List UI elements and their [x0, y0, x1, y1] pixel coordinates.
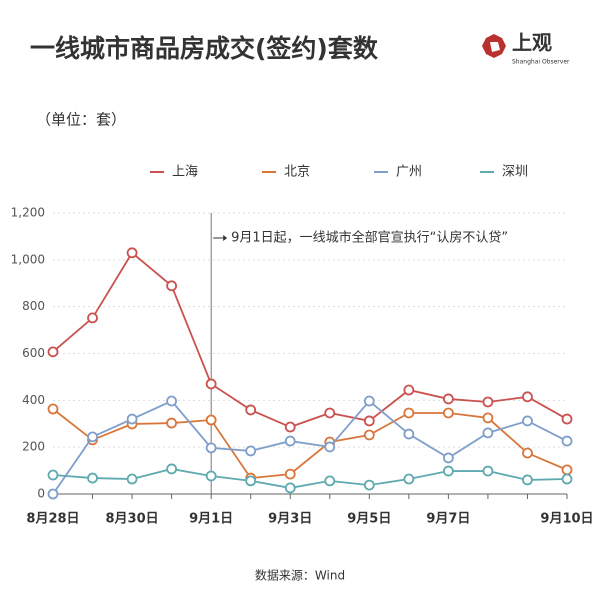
- point: [324, 475, 336, 487]
- chart-title: 一线城市商品房成交(签约)套数: [30, 34, 379, 63]
- x-tick-label: 8月30日: [106, 512, 159, 527]
- point: [166, 280, 178, 292]
- point: [324, 441, 336, 453]
- point: [442, 407, 454, 419]
- point: [482, 427, 494, 439]
- point: [166, 417, 178, 429]
- point: [442, 452, 454, 464]
- point: [482, 412, 494, 424]
- y-tick-label: 1,200: [11, 206, 45, 220]
- annotation: 9月1日起，一线城市全部官宣执行“认房不认贷”: [231, 230, 508, 246]
- y-tick-label: 0: [37, 487, 45, 501]
- point: [363, 429, 375, 441]
- point: [87, 472, 98, 484]
- y-tick-label: 1,000: [11, 252, 45, 266]
- point: [522, 474, 533, 486]
- point: [166, 395, 178, 407]
- series-line: [52, 399, 568, 495]
- point: [47, 469, 59, 481]
- point: [442, 393, 454, 405]
- point: [403, 384, 415, 396]
- point: [561, 435, 573, 447]
- y-tick-label: 200: [22, 440, 45, 454]
- point: [205, 378, 217, 390]
- point: [522, 415, 533, 427]
- x-tick-label: 8月28日: [26, 512, 79, 527]
- point: [47, 488, 59, 500]
- point: [442, 465, 454, 477]
- logo: 上观 Shanghai Observer: [482, 31, 570, 66]
- series-line: [52, 251, 568, 428]
- annotation-arrowhead: [223, 235, 228, 241]
- point: [561, 473, 573, 485]
- series-line: [52, 408, 568, 480]
- y-tick-label: 800: [22, 299, 45, 313]
- point: [363, 395, 375, 407]
- point: [87, 431, 98, 443]
- point: [482, 465, 494, 477]
- x-tick-label: 9月1日: [189, 512, 233, 527]
- point: [324, 407, 336, 419]
- point: [245, 445, 257, 457]
- point: [245, 404, 257, 416]
- point: [522, 391, 533, 403]
- unit-label: （单位：套）: [36, 111, 126, 129]
- point: [87, 312, 98, 324]
- legend-label: 上海: [172, 165, 198, 180]
- point: [284, 435, 296, 447]
- point: [205, 470, 217, 482]
- point: [363, 415, 375, 427]
- x-tick-label: 9月3日: [268, 512, 312, 527]
- point: [166, 463, 178, 475]
- logo-name: 上观: [512, 31, 552, 55]
- point: [205, 442, 217, 454]
- x-tick-label: 9月5日: [347, 512, 391, 527]
- point: [284, 421, 296, 433]
- series-line: [52, 468, 568, 489]
- point: [403, 473, 415, 485]
- point: [205, 414, 217, 426]
- point: [245, 475, 257, 487]
- point: [126, 413, 138, 425]
- logo-icon-inner: [490, 42, 500, 52]
- point: [561, 413, 573, 425]
- legend-label: 深圳: [502, 165, 528, 180]
- point: [126, 247, 138, 259]
- point: [403, 428, 415, 440]
- point: [561, 464, 573, 476]
- point: [403, 407, 415, 419]
- source: 数据来源：Wind: [255, 568, 345, 583]
- point: [482, 396, 494, 408]
- point: [522, 447, 533, 459]
- point: [284, 482, 296, 494]
- logo-english: Shanghai Observer: [512, 59, 570, 66]
- legend-label: 北京: [284, 165, 310, 180]
- point: [126, 473, 138, 485]
- x-tick-label: 9月7日: [426, 512, 470, 527]
- point: [47, 403, 59, 415]
- point: [47, 346, 59, 358]
- legend-label: 广州: [396, 165, 422, 180]
- y-tick-label: 600: [22, 346, 45, 360]
- point: [363, 479, 375, 491]
- y-tick-label: 400: [22, 393, 45, 407]
- x-tick-label: 9月10日: [540, 512, 593, 527]
- point: [284, 468, 296, 480]
